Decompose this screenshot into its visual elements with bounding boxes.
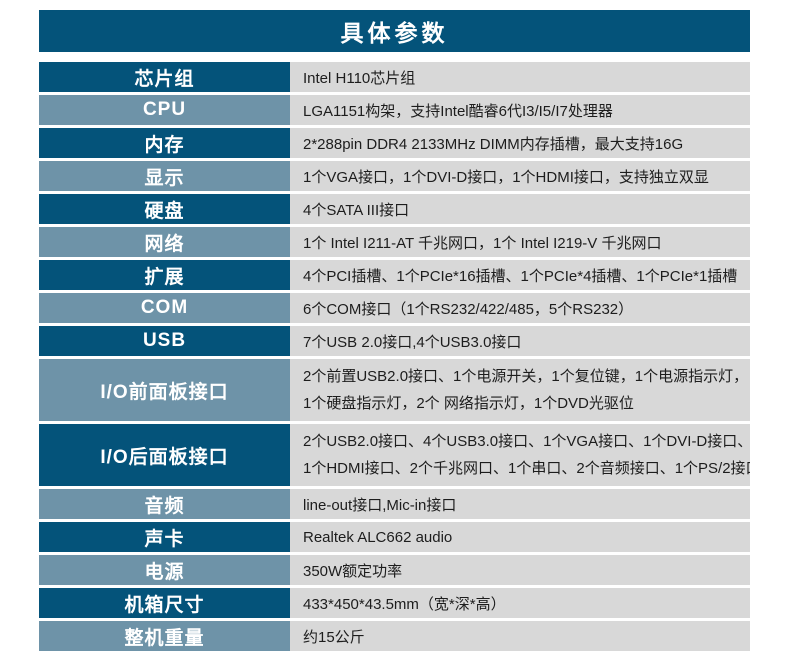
table-row-expansion: 扩展 4个PCI插槽、1个PCIe*16插槽、1个PCIe*4插槽、1个PCIe… [39, 260, 750, 290]
page-title: 具体参数 [39, 10, 750, 52]
row-label: 网络 [39, 227, 290, 257]
row-label: I/O后面板接口 [39, 424, 290, 486]
table-row-memory: 内存 2*288pin DDR4 2133MHz DIMM内存插槽，最大支持16… [39, 128, 750, 158]
table-row-harddisk: 硬盘 4个SATA III接口 [39, 194, 750, 224]
value-line-2: 1个HDMI接口、2个千兆网口、1个串口、2个音频接口、1个PS/2接口 [303, 460, 750, 477]
row-value: Realtek ALC662 audio [290, 522, 750, 552]
row-label: 音频 [39, 489, 290, 519]
row-value: 7个USB 2.0接口,4个USB3.0接口 [290, 326, 750, 356]
row-label: 机箱尺寸 [39, 588, 290, 618]
row-label: 电源 [39, 555, 290, 585]
row-value: 350W额定功率 [290, 555, 750, 585]
row-value: 1个VGA接口，1个DVI-D接口，1个HDMI接口，支持独立双显 [290, 161, 750, 191]
table-row-com: COM 6个COM接口（1个RS232/422/485，5个RS232） [39, 293, 750, 323]
table-row-chassis-size: 机箱尺寸 433*450*43.5mm（宽*深*高） [39, 588, 750, 618]
row-label: 声卡 [39, 522, 290, 552]
row-value: LGA1151构架，支持Intel酷睿6代I3/I5/I7处理器 [290, 95, 750, 125]
row-value: 2个USB2.0接口、4个USB3.0接口、1个VGA接口、1个DVI-D接口、… [290, 424, 750, 486]
spec-table: 芯片组 Intel H110芯片组 CPU LGA1151构架，支持Intel酷… [39, 62, 750, 651]
value-line-1: 2个USB2.0接口、4个USB3.0接口、1个VGA接口、1个DVI-D接口、 [303, 433, 750, 450]
table-row-weight: 整机重量 约15公斤 [39, 621, 750, 651]
row-label: I/O前面板接口 [39, 359, 290, 421]
table-row-network: 网络 1个 Intel I211-AT 千兆网口，1个 Intel I219-V… [39, 227, 750, 257]
row-label: 扩展 [39, 260, 290, 290]
table-row-audio: 音频 line-out接口,Mic-in接口 [39, 489, 750, 519]
row-label: 显示 [39, 161, 290, 191]
value-line-2: 1个硬盘指示灯，2个 网络指示灯，1个DVD光驱位 [303, 395, 634, 412]
value-line-1: 2个前置USB2.0接口、1个电源开关，1个复位键，1个电源指示灯， [303, 368, 749, 385]
row-value: 433*450*43.5mm（宽*深*高） [290, 588, 750, 618]
table-row-power: 电源 350W额定功率 [39, 555, 750, 585]
row-value: 2*288pin DDR4 2133MHz DIMM内存插槽，最大支持16G [290, 128, 750, 158]
spec-sheet: 具体参数 芯片组 Intel H110芯片组 CPU LGA1151构架，支持I… [39, 10, 750, 651]
row-value: Intel H110芯片组 [290, 62, 750, 92]
row-label: 芯片组 [39, 62, 290, 92]
row-value: 1个 Intel I211-AT 千兆网口，1个 Intel I219-V 千兆… [290, 227, 750, 257]
table-row-io-front-panel: I/O前面板接口 2个前置USB2.0接口、1个电源开关，1个复位键，1个电源指… [39, 359, 750, 421]
row-value: 约15公斤 [290, 621, 750, 651]
table-row-cpu: CPU LGA1151构架，支持Intel酷睿6代I3/I5/I7处理器 [39, 95, 750, 125]
row-value: 4个PCI插槽、1个PCIe*16插槽、1个PCIe*4插槽、1个PCIe*1插… [290, 260, 750, 290]
table-row-io-rear-panel: I/O后面板接口 2个USB2.0接口、4个USB3.0接口、1个VGA接口、1… [39, 424, 750, 486]
table-row-soundcard: 声卡 Realtek ALC662 audio [39, 522, 750, 552]
row-label: USB [39, 326, 290, 356]
row-value: 4个SATA III接口 [290, 194, 750, 224]
table-row-display: 显示 1个VGA接口，1个DVI-D接口，1个HDMI接口，支持独立双显 [39, 161, 750, 191]
row-value: line-out接口,Mic-in接口 [290, 489, 750, 519]
table-row-chipset: 芯片组 Intel H110芯片组 [39, 62, 750, 92]
row-label: 硬盘 [39, 194, 290, 224]
row-label: 整机重量 [39, 621, 290, 651]
row-value: 2个前置USB2.0接口、1个电源开关，1个复位键，1个电源指示灯， 1个硬盘指… [290, 359, 750, 421]
table-row-usb: USB 7个USB 2.0接口,4个USB3.0接口 [39, 326, 750, 356]
row-label: 内存 [39, 128, 290, 158]
row-label: CPU [39, 95, 290, 125]
row-value: 6个COM接口（1个RS232/422/485，5个RS232） [290, 293, 750, 323]
row-label: COM [39, 293, 290, 323]
